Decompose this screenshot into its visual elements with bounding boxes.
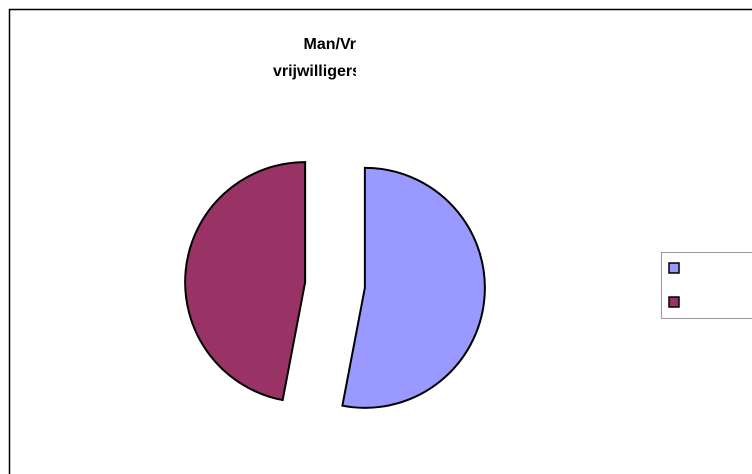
chart-title: vrijwilligers [273, 63, 361, 80]
pie-slice [184, 161, 307, 402]
legend-swatch [668, 296, 680, 308]
pie-slice [341, 166, 486, 409]
title-group: Man/Vr vrijwilligers [273, 36, 361, 80]
chart-title: Man/Vr [304, 36, 356, 53]
legend-swatch [668, 262, 680, 274]
